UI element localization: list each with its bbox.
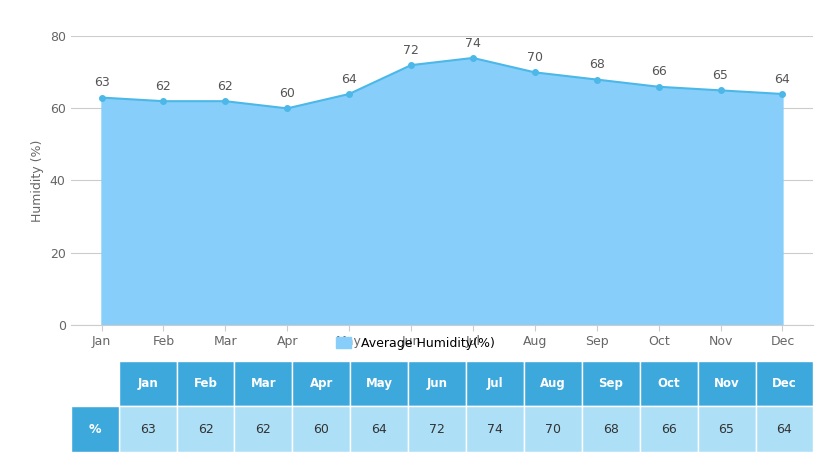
Text: 70: 70 xyxy=(544,423,561,435)
Text: Oct: Oct xyxy=(657,377,680,390)
Text: 64: 64 xyxy=(371,423,387,435)
Text: 63: 63 xyxy=(94,76,110,89)
Text: 62: 62 xyxy=(217,80,233,93)
Text: 66: 66 xyxy=(661,423,676,435)
Text: 68: 68 xyxy=(588,58,605,71)
Text: Mar: Mar xyxy=(251,377,276,390)
Text: 72: 72 xyxy=(403,44,419,57)
Text: Jan: Jan xyxy=(137,377,158,390)
Text: 72: 72 xyxy=(429,423,445,435)
Text: 62: 62 xyxy=(155,80,171,93)
Text: Feb: Feb xyxy=(193,377,217,390)
Text: %: % xyxy=(88,423,101,435)
Text: 65: 65 xyxy=(719,423,735,435)
Text: Aug: Aug xyxy=(540,377,566,390)
Text: May: May xyxy=(366,377,393,390)
Text: 64: 64 xyxy=(777,423,793,435)
Text: 68: 68 xyxy=(603,423,618,435)
Text: 60: 60 xyxy=(279,87,295,100)
Text: 62: 62 xyxy=(198,423,213,435)
Text: Dec: Dec xyxy=(772,377,797,390)
Text: 63: 63 xyxy=(139,423,155,435)
Text: 66: 66 xyxy=(651,65,666,79)
Text: Nov: Nov xyxy=(714,377,740,390)
Text: 64: 64 xyxy=(774,73,790,86)
Text: 62: 62 xyxy=(256,423,271,435)
Text: 74: 74 xyxy=(487,423,503,435)
Text: 64: 64 xyxy=(341,73,357,86)
Text: 60: 60 xyxy=(314,423,330,435)
Legend: Average Humidity(%): Average Humidity(%) xyxy=(330,332,500,355)
Text: Jul: Jul xyxy=(486,377,503,390)
Text: Sep: Sep xyxy=(598,377,623,390)
Text: 65: 65 xyxy=(713,69,729,82)
Y-axis label: Humidity (%): Humidity (%) xyxy=(32,139,44,222)
Text: Apr: Apr xyxy=(310,377,333,390)
Text: 74: 74 xyxy=(465,37,481,49)
Text: 70: 70 xyxy=(527,51,543,64)
Text: Jun: Jun xyxy=(427,377,447,390)
